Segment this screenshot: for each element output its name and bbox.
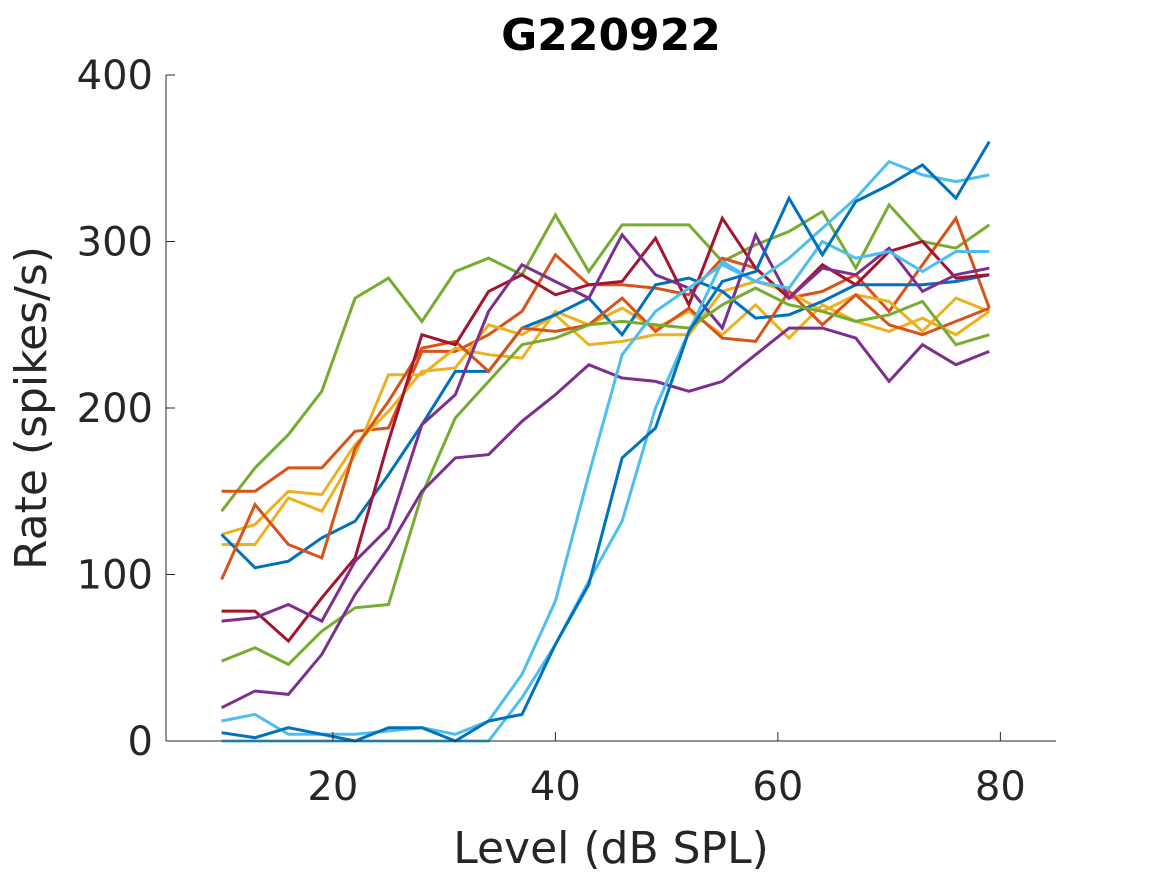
y-ticks: 0 100 200 300 400 xyxy=(77,53,175,765)
series-line-8 xyxy=(221,231,990,624)
x-tick-label: 60 xyxy=(752,764,803,810)
x-axis-label: Level (dB SPL) xyxy=(453,823,769,874)
y-tick-label: 300 xyxy=(77,220,153,266)
x-tick-label: 40 xyxy=(530,764,581,810)
series-line-1 xyxy=(220,202,991,513)
y-axis-label: Rate (spikes/s) xyxy=(6,246,57,570)
y-tick-label: 0 xyxy=(128,719,153,765)
y-tick-label: 400 xyxy=(77,53,153,99)
series-line-11 xyxy=(221,239,990,736)
chart-title: G220922 xyxy=(501,10,721,61)
series-line-3 xyxy=(221,279,990,536)
x-ticks: 20 40 60 80 xyxy=(307,732,1026,810)
series-line-6 xyxy=(220,289,990,581)
series-line-9 xyxy=(221,286,990,667)
x-tick-label: 20 xyxy=(307,764,358,810)
x-tick-label: 80 xyxy=(975,764,1026,810)
series-line-10 xyxy=(220,326,990,710)
y-tick-label: 200 xyxy=(77,386,153,432)
series-line-7 xyxy=(221,214,990,644)
series-line-13 xyxy=(221,140,991,743)
y-tick-label: 100 xyxy=(77,553,153,599)
series-lines xyxy=(220,140,991,743)
series-line-5 xyxy=(220,273,990,570)
